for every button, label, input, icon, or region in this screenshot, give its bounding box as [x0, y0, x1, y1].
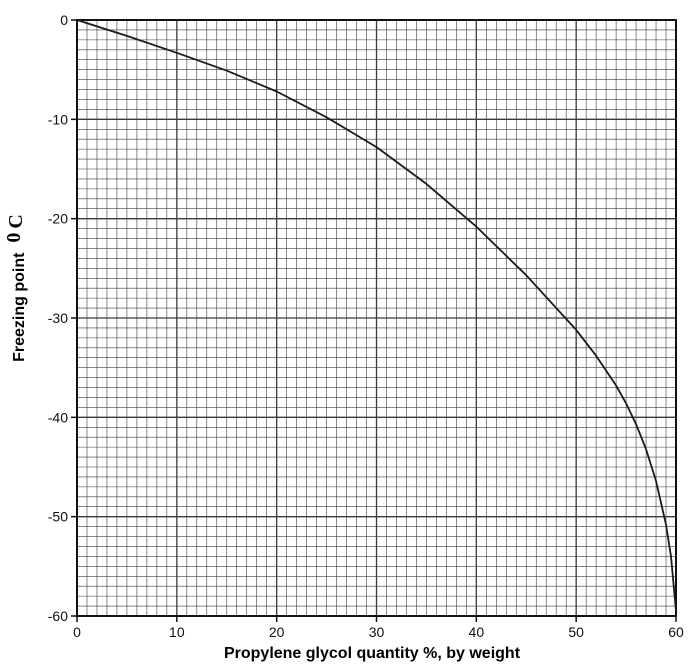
x-tick-label: 60: [668, 624, 684, 640]
y-tick-label: -10: [48, 111, 68, 127]
y-axis-unit-celsius: C: [5, 214, 27, 228]
y-axis-label-text: Freezing point: [11, 252, 28, 362]
svg-text:Freezing point 0 C: Freezing point 0 C: [3, 214, 28, 362]
x-tick-label: 50: [568, 624, 584, 640]
grid: [76, 19, 677, 617]
x-tick-labels: 0 10 20 30 40 50 60: [73, 616, 684, 640]
y-tick-label: -30: [48, 310, 68, 326]
freezing-point-curve: [76, 19, 677, 612]
x-axis-label: Propylene glycol quantity %, by weight: [224, 645, 521, 662]
x-tick-label: 40: [469, 624, 485, 640]
x-tick-label: 10: [169, 624, 185, 640]
y-tick-label: -20: [48, 211, 68, 227]
y-tick-label: -50: [48, 509, 68, 525]
y-axis-label: Freezing point 0 C: [3, 214, 28, 362]
x-tick-label: 20: [269, 624, 285, 640]
x-tick-label: 30: [369, 624, 385, 640]
y-tick-label: -60: [48, 608, 68, 624]
y-tick-label: -40: [48, 409, 68, 425]
y-axis-unit-degree: 0: [3, 233, 25, 243]
y-tick-labels: 0 -10 -20 -30 -40 -50 -60: [48, 12, 77, 624]
series-layer: [76, 19, 677, 612]
x-tick-label: 0: [73, 624, 81, 640]
y-tick-label: 0: [60, 12, 68, 28]
